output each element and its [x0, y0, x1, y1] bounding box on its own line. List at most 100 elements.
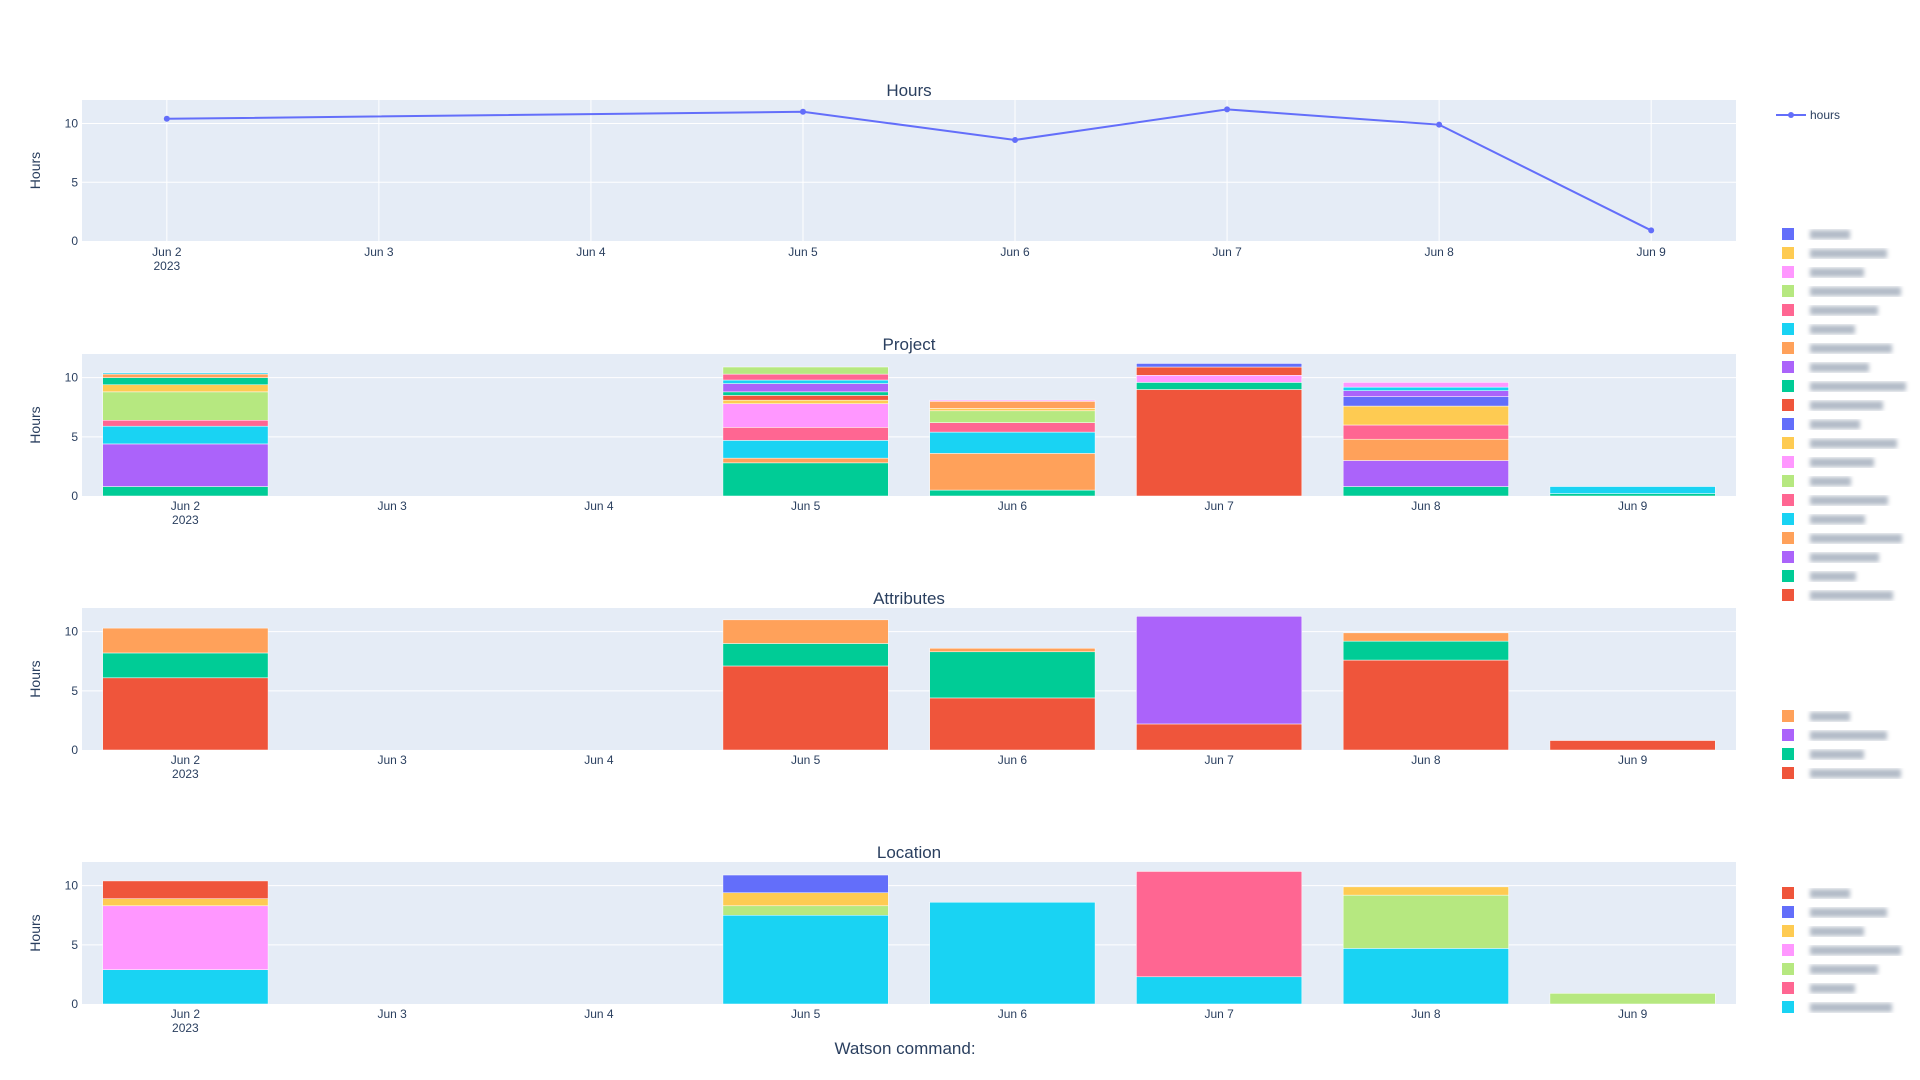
legend-item[interactable] [1782, 906, 1887, 918]
legend-item[interactable] [1782, 285, 1901, 297]
legend-item[interactable] [1782, 589, 1893, 601]
x-tick-label: Jun 5 [791, 499, 821, 513]
bar-segment [722, 391, 889, 396]
y-tick-label: 5 [71, 430, 78, 444]
legend-item[interactable] [1782, 437, 1897, 449]
legend-item[interactable] [1782, 380, 1906, 392]
x-tick-label: Jun 5 [791, 1007, 821, 1021]
legend-label-redacted [1810, 984, 1855, 993]
legend-swatch [1782, 729, 1794, 741]
y-tick-label: 10 [65, 371, 79, 385]
y-axis-title: Hours [27, 914, 43, 951]
x-tick-label: Jun 3 [364, 245, 394, 259]
legend-item[interactable] [1782, 513, 1865, 525]
bar-segment [1549, 493, 1716, 497]
legend-label-redacted [1810, 965, 1878, 974]
legend-item[interactable] [1782, 456, 1874, 468]
legend-swatch [1782, 342, 1794, 354]
legend-label-redacted [1810, 534, 1902, 543]
legend-label: hours [1810, 108, 1840, 122]
plot-title: Location [877, 843, 941, 862]
legend-label-redacted [1810, 927, 1864, 936]
legend-item[interactable] [1782, 944, 1901, 956]
y-axis-title: Hours [27, 152, 43, 189]
bar-segment [1549, 740, 1716, 751]
legend-item[interactable] [1782, 767, 1901, 779]
legend-swatch [1782, 228, 1794, 240]
bar-segment [102, 372, 269, 375]
bar-segment [1342, 405, 1509, 426]
legend-item[interactable] [1782, 710, 1850, 722]
legend-item[interactable] [1782, 323, 1855, 335]
bar-segment [1136, 363, 1303, 368]
bar-segment [722, 905, 889, 916]
legend-item[interactable] [1782, 551, 1879, 563]
legend-item[interactable] [1782, 247, 1887, 259]
bar-segment [1136, 976, 1303, 1005]
legend-hours[interactable]: hours [1776, 108, 1840, 122]
legend-item[interactable] [1782, 494, 1888, 506]
bar-segment [1342, 894, 1509, 949]
bar-segment [929, 901, 1096, 1005]
bar-segment [1342, 486, 1509, 497]
legend-item[interactable] [1782, 342, 1892, 354]
legend-swatch [1782, 399, 1794, 411]
x-tick-label: Jun 3 [377, 1007, 407, 1021]
legend-swatch [1782, 1001, 1794, 1013]
x-tick-label: Jun 2 [171, 499, 201, 513]
bar-segment [929, 431, 1096, 454]
bar-segment [722, 915, 889, 1005]
x-tick-label: Jun 6 [998, 753, 1028, 767]
legend-swatch [1782, 982, 1794, 994]
data-point [1012, 136, 1019, 143]
legend-item[interactable] [1782, 304, 1878, 316]
legend-item[interactable] [1782, 570, 1856, 582]
x-tick-label: Jun 4 [584, 753, 614, 767]
legend-swatch [1782, 494, 1794, 506]
legend-label-redacted [1810, 769, 1901, 778]
legend-label-redacted [1810, 946, 1901, 955]
legend-item[interactable] [1782, 418, 1860, 430]
legend-item[interactable] [1782, 1001, 1892, 1013]
bar-segment [1342, 382, 1509, 388]
plot-title: Hours [886, 81, 931, 100]
x-tick-label: Jun 7 [1204, 499, 1234, 513]
legend-item[interactable] [1782, 748, 1864, 760]
bar-segment [102, 969, 269, 1005]
bar-segment [1342, 438, 1509, 461]
legend-swatch [1782, 323, 1794, 335]
legend-item[interactable] [1782, 925, 1864, 937]
legend-item[interactable] [1782, 475, 1851, 487]
legend-item[interactable] [1782, 266, 1864, 278]
bar-segment [722, 427, 889, 441]
x-tick-label: Jun 8 [1411, 753, 1441, 767]
legend-item[interactable] [1782, 729, 1887, 741]
bar-segment [102, 898, 269, 907]
legend-item[interactable] [1782, 982, 1855, 994]
legend-swatch [1782, 513, 1794, 525]
bar-segment [722, 643, 889, 667]
legend-item[interactable] [1782, 361, 1869, 373]
bar-segment [1136, 375, 1303, 383]
bar-segment [102, 391, 269, 421]
legend-swatch [1782, 380, 1794, 392]
bar-segment [102, 443, 269, 487]
bar-segment [1342, 659, 1509, 751]
legend-swatch [1782, 963, 1794, 975]
legend-swatch [1782, 532, 1794, 544]
legend-item[interactable] [1782, 963, 1878, 975]
legend-swatch-marker [1788, 112, 1794, 118]
legend-attributes [1782, 710, 1901, 779]
bar-segment [722, 403, 889, 428]
bar-segment [722, 395, 889, 401]
y-tick-label: 0 [71, 997, 78, 1011]
legend-item[interactable] [1782, 887, 1850, 899]
bar-segment [102, 652, 269, 679]
bar-segment [102, 677, 269, 751]
legend-item[interactable] [1782, 399, 1883, 411]
legend-item[interactable] [1782, 228, 1850, 240]
legend-item[interactable] [1782, 532, 1902, 544]
bar-segment [102, 880, 269, 899]
